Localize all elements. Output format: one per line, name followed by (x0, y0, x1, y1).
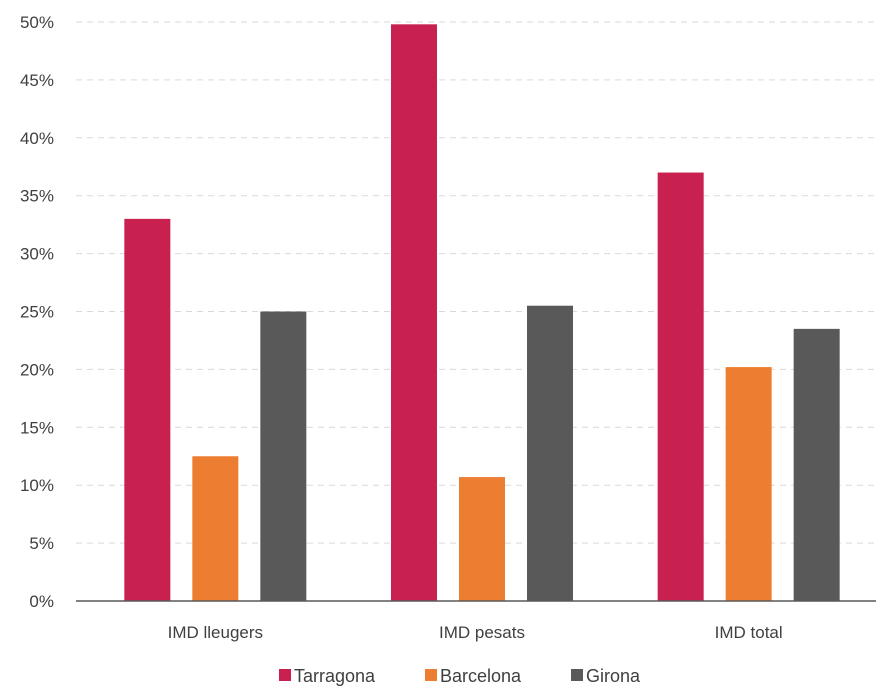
x-category-label: IMD lleugers (168, 623, 263, 642)
bar-girona-2 (793, 328, 840, 601)
bars (124, 24, 840, 602)
bar-tarragona-1 (391, 24, 437, 602)
x-category-label: IMD pesats (439, 623, 525, 642)
legend: Tarragona Barcelona Girona (279, 666, 641, 686)
y-tick-label: 10% (20, 476, 54, 495)
y-tick-label: 45% (20, 71, 54, 90)
legend-swatch-barcelona (425, 669, 437, 681)
bar-girona-1 (527, 305, 573, 601)
bar-barcelona-1 (459, 477, 505, 601)
x-axis-categories: IMD lleugers IMD pesats IMD total (168, 623, 783, 642)
bar-barcelona-2 (725, 367, 772, 601)
y-tick-label: 5% (29, 534, 54, 553)
y-tick-label: 0% (29, 592, 54, 611)
x-category-label: IMD total (715, 623, 783, 642)
legend-label-barcelona: Barcelona (440, 666, 522, 686)
bar-girona-0 (260, 311, 307, 601)
bar-tarragona-2 (657, 172, 704, 602)
legend-label-girona: Girona (586, 666, 641, 686)
y-tick-label: 35% (20, 187, 54, 206)
bar-barcelona-0 (192, 456, 239, 601)
y-tick-label: 40% (20, 129, 54, 148)
bar-tarragona-0 (124, 218, 171, 602)
y-tick-label: 15% (20, 418, 54, 437)
legend-swatch-girona (571, 669, 583, 681)
y-tick-label: 30% (20, 245, 54, 264)
legend-swatch-tarragona (279, 669, 291, 681)
legend-label-tarragona: Tarragona (294, 666, 376, 686)
y-tick-label: 25% (20, 303, 54, 322)
y-tick-label: 20% (20, 360, 54, 379)
y-tick-label: 50% (20, 13, 54, 32)
y-axis-ticks: 0% 5% 10% 15% 20% 25% 30% 35% 40% 45% 50% (20, 13, 54, 611)
